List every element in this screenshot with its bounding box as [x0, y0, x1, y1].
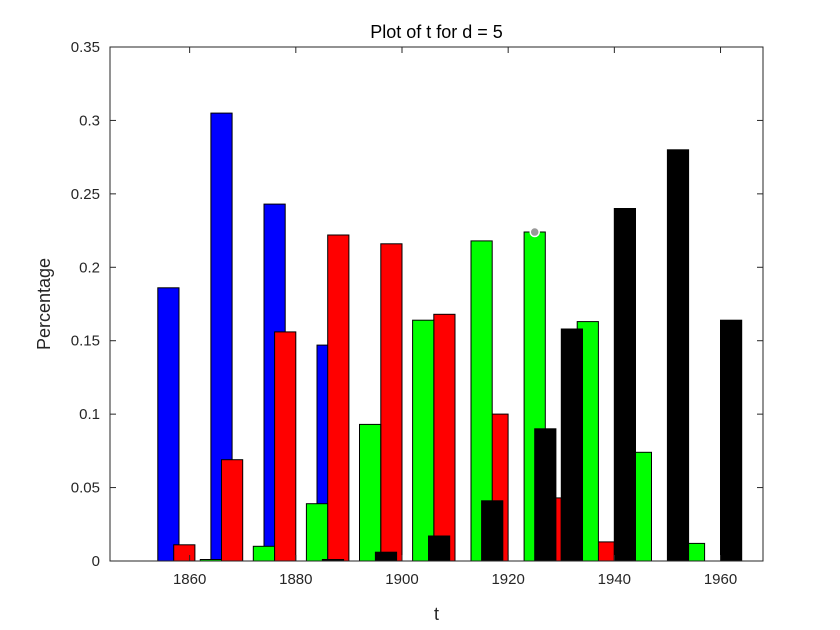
y-tick-label-4: 0.2: [79, 259, 100, 276]
chart-title: Plot of t for d = 5: [370, 22, 503, 42]
bar-s3-3: [481, 500, 504, 562]
y-tick-label-3: 0.15: [71, 333, 100, 350]
bar-s2-3: [359, 423, 382, 562]
y-tick-label-1: 0.05: [71, 480, 100, 497]
marker-layer: [529, 226, 540, 238]
bar-s3-6: [613, 208, 636, 562]
plot-frame: [109, 46, 764, 562]
x-axis-label: t: [434, 604, 439, 624]
x-tick-label-4: 1940: [598, 571, 631, 588]
bars-layer: [157, 112, 743, 562]
bar-s1-3: [327, 234, 350, 562]
bar-s3-1: [374, 551, 398, 562]
x-tick-label-3: 1920: [491, 571, 524, 588]
bar-s3-8: [720, 319, 743, 562]
x-tick-label-2: 1900: [385, 571, 418, 588]
bar-s1-2: [274, 331, 297, 562]
y-tick-label-0: 0: [92, 553, 100, 570]
y-tick-label-6: 0.3: [79, 112, 100, 129]
bar-s1-0: [173, 544, 196, 562]
y-axis-label: Percentage: [34, 258, 54, 350]
bar-s1-1: [221, 459, 244, 562]
bar-s2-2: [305, 503, 329, 562]
bar-s2-1: [252, 545, 276, 562]
data-point-marker: [529, 226, 540, 238]
bar-s1-4: [380, 243, 403, 562]
bar-s3-5: [560, 328, 583, 562]
x-tick-label-1: 1880: [279, 571, 312, 588]
bar-s3-4: [534, 428, 557, 562]
y-tick-label-7: 0.35: [71, 39, 100, 56]
bar-s0-0: [157, 287, 180, 562]
x-tick-label-5: 1960: [704, 571, 737, 588]
bar-s2-4: [412, 319, 435, 562]
x-axis-ticks: 1860 1880 1900 1920 1940 1960: [173, 47, 737, 588]
y-axis-ticks: 0 0.05 0.1 0.15 0.2 0.25 0.3 0.35: [71, 39, 763, 570]
y-tick-label-2: 0.1: [79, 406, 100, 423]
bar-s1-5: [433, 313, 456, 562]
bar-s3-7: [666, 149, 690, 562]
x-tick-label-0: 1860: [173, 571, 206, 588]
y-tick-label-5: 0.25: [71, 186, 100, 203]
bar-s3-2: [428, 535, 451, 562]
